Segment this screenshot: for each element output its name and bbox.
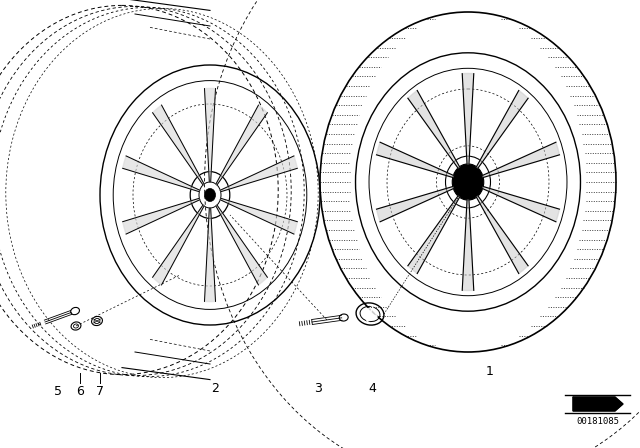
Ellipse shape (452, 164, 484, 200)
Polygon shape (376, 142, 453, 177)
Polygon shape (462, 200, 474, 290)
Polygon shape (216, 205, 268, 285)
Polygon shape (205, 88, 216, 182)
Text: 5: 5 (54, 385, 62, 398)
Polygon shape (408, 196, 460, 274)
Polygon shape (220, 198, 298, 234)
Text: 4: 4 (368, 382, 376, 395)
Polygon shape (573, 397, 623, 411)
Text: 2: 2 (211, 382, 219, 395)
Polygon shape (362, 311, 370, 322)
Text: 3: 3 (314, 382, 322, 395)
Polygon shape (483, 186, 559, 222)
Polygon shape (376, 186, 453, 222)
Polygon shape (408, 90, 460, 168)
Polygon shape (123, 156, 200, 192)
Polygon shape (205, 208, 216, 302)
Text: 6: 6 (76, 385, 84, 398)
Polygon shape (370, 306, 378, 317)
Polygon shape (367, 314, 378, 322)
Polygon shape (123, 198, 200, 234)
Polygon shape (152, 205, 204, 285)
Polygon shape (216, 105, 268, 185)
Polygon shape (220, 156, 298, 192)
Polygon shape (483, 142, 559, 177)
Polygon shape (362, 306, 372, 314)
Polygon shape (462, 73, 474, 164)
Polygon shape (476, 196, 528, 274)
Ellipse shape (205, 189, 216, 202)
Polygon shape (152, 105, 204, 185)
Text: 7: 7 (96, 385, 104, 398)
Polygon shape (476, 90, 528, 168)
Text: 1: 1 (486, 365, 494, 378)
Text: 00181085: 00181085 (576, 417, 619, 426)
